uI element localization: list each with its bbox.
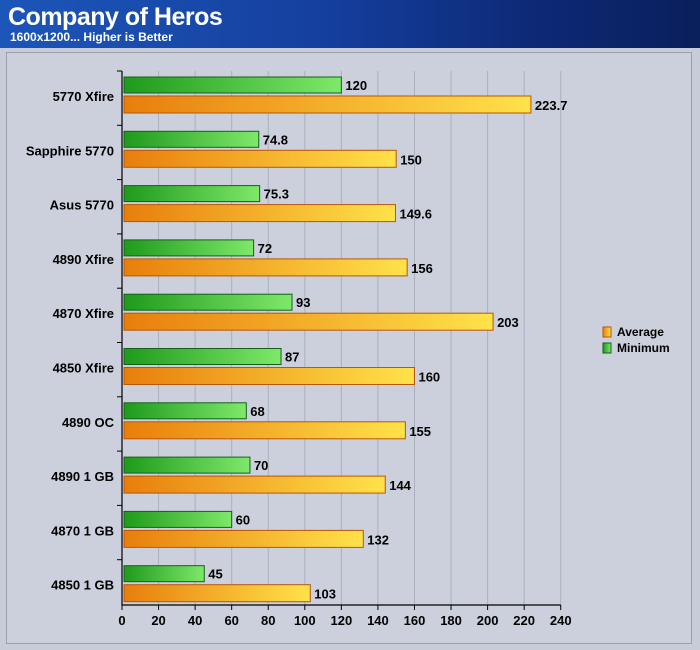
minimum-bar [123,402,247,420]
minimum-bar [123,293,293,311]
x-tick-label: 200 [477,613,499,628]
average-bar [123,529,364,548]
minimum-value-label: 75.3 [264,187,289,202]
category-label: 4890 Xfire [53,252,114,267]
average-value-label: 149.6 [399,207,432,222]
category-label: Asus 5770 [50,198,114,213]
x-tick-label: 0 [118,613,125,628]
category-label: 5770 Xfire [53,89,114,104]
x-tick-label: 20 [151,613,165,628]
average-value-label: 223.7 [535,98,568,113]
x-tick-label: 160 [404,613,426,628]
average-value-label: 150 [400,152,422,167]
x-tick-label: 40 [188,613,202,628]
bars-group [123,76,532,603]
minimum-bar [123,185,261,203]
minimum-value-label: 45 [208,567,222,582]
x-tick-label: 60 [224,613,238,628]
category-label: 4850 1 GB [51,578,114,593]
average-bar [123,312,494,331]
average-bar [123,95,532,114]
category-label: 4890 OC [62,415,115,430]
minimum-value-label: 68 [250,404,264,419]
average-bar [123,149,397,168]
average-bar [123,258,408,277]
minimum-bar [123,510,233,528]
minimum-bar [123,348,282,365]
minimum-value-label: 60 [236,512,250,527]
category-label: Sapphire 5770 [26,143,114,158]
chart-header: Company of Heros 1600x1200... Higher is … [0,0,700,48]
x-tick-label: 120 [331,613,353,628]
labels-group: 5770 Xfire 120 223.7 Sapphire 5770 74.8 150 As… [26,78,568,602]
x-tick-label: 100 [294,613,316,628]
chart-title: Company of Heros [8,3,223,31]
average-bar [123,475,386,494]
average-value-label: 103 [314,587,336,602]
average-value-label: 160 [418,370,440,385]
axes-group: 0 20 40 60 80 100 120 140 160 180 200 220 240 [117,70,572,628]
average-value-label: 156 [411,261,433,276]
x-tick-label: 80 [261,613,275,628]
average-bar [123,584,311,603]
average-bar [123,367,415,385]
category-label: 4890 1 GB [51,469,114,484]
average-bar [123,421,406,440]
minimum-value-label: 120 [345,78,367,93]
minimum-bar [123,456,251,474]
x-tick-label: 220 [513,613,535,628]
chart-subtitle: 1600x1200... Higher is Better [10,30,173,44]
x-tick-label: 180 [440,613,462,628]
average-value-label: 155 [409,424,431,439]
legend-swatch-minimum [602,342,612,354]
minimum-bar [123,130,260,148]
minimum-bar [123,76,342,94]
category-label: 4870 1 GB [51,523,114,538]
bar-chart: 5770 Xfire 120 223.7 Sapphire 5770 74.8 150 As… [26,70,670,628]
x-tick-label: 240 [550,613,572,628]
chart-frame: 5770 Xfire 120 223.7 Sapphire 5770 74.8 150 As… [6,52,692,644]
minimum-value-label: 87 [285,350,299,365]
average-value-label: 132 [367,532,389,547]
average-value-label: 144 [389,478,411,493]
legend: Average Minimum [602,325,670,355]
legend-label-average: Average [617,325,664,339]
minimum-bar [123,565,205,583]
minimum-bar [123,239,255,257]
x-tick-label: 140 [367,613,389,628]
category-label: 4850 Xfire [53,361,114,376]
category-label: 4870 Xfire [53,306,114,321]
average-value-label: 203 [497,315,519,330]
average-bar [123,204,396,223]
minimum-value-label: 93 [296,295,310,310]
legend-swatch-average [602,326,612,338]
minimum-value-label: 72 [258,241,272,256]
minimum-value-label: 70 [254,458,268,473]
legend-label-minimum: Minimum [617,341,670,355]
minimum-value-label: 74.8 [263,132,288,147]
